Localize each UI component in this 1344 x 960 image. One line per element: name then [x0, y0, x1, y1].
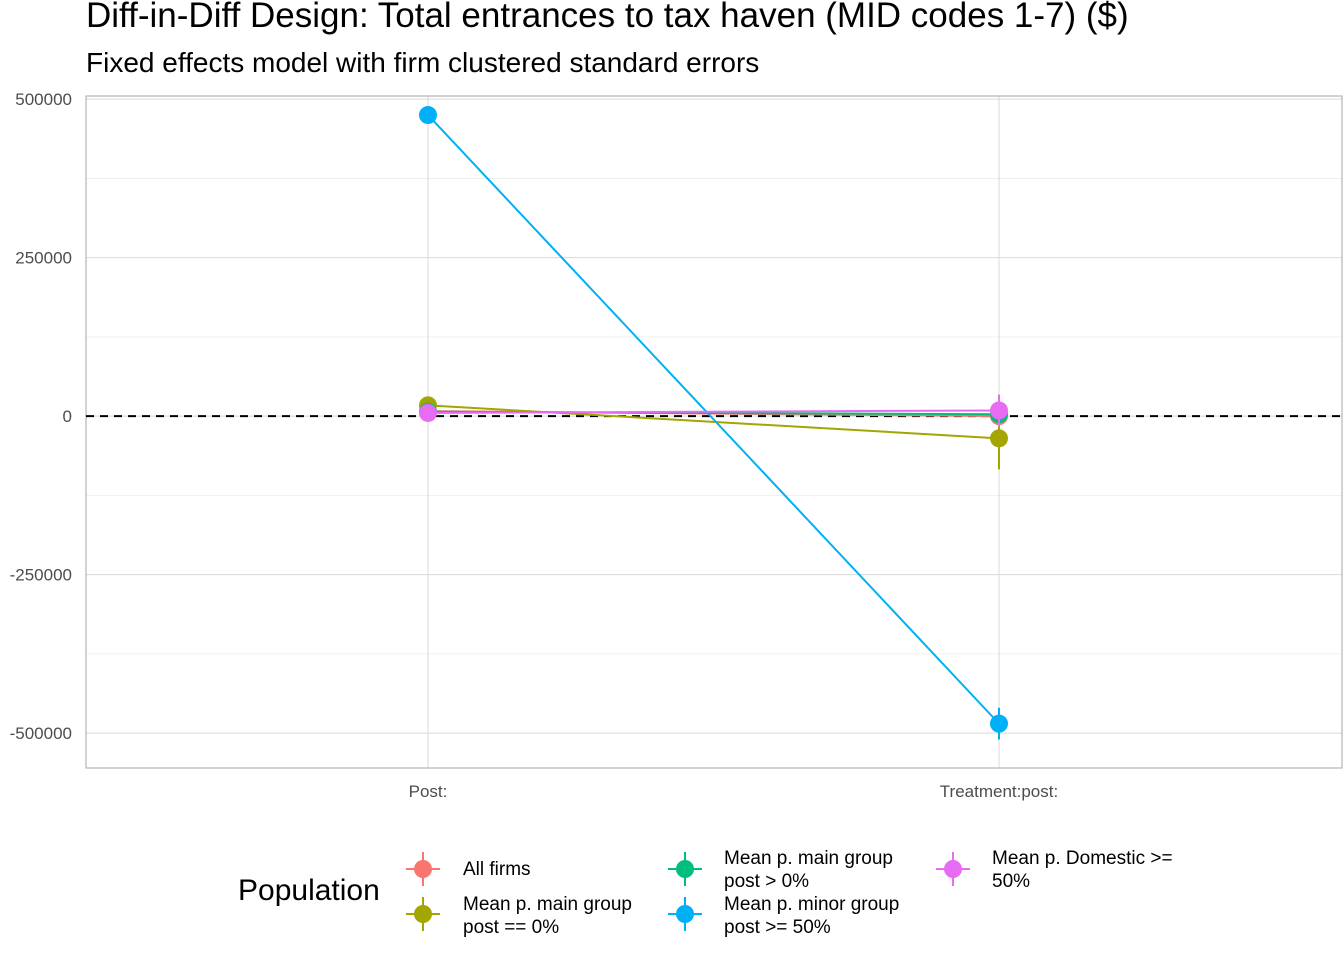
legend-key-0	[406, 852, 440, 886]
legend-key-point	[414, 860, 432, 878]
legend-key-2	[668, 852, 702, 886]
legend-label: Mean p. main group post > 0%	[724, 848, 893, 892]
chart-title: Diff-in-Diff Design: Total entrances to …	[86, 0, 1129, 35]
data-point	[990, 714, 1008, 733]
series-line	[427, 409, 1000, 414]
legend-key-point	[414, 905, 432, 923]
x-tick-label: Treatment:post:	[940, 782, 1058, 801]
series-4	[419, 394, 1008, 427]
legend-key-4	[936, 852, 970, 886]
legend-key-1	[406, 897, 440, 931]
y-tick-label: 0	[63, 407, 72, 426]
legend-label: Mean p. main group post == 0%	[463, 894, 632, 938]
data-point	[419, 106, 437, 125]
legend-key-point	[944, 860, 962, 878]
legend-key-point	[676, 860, 694, 878]
series-line	[427, 404, 1000, 440]
legend-label: All firms	[463, 859, 531, 880]
legend-key-3	[668, 897, 702, 931]
panel-border	[85, 95, 1343, 769]
y-tick-label: 500000	[15, 90, 72, 109]
series-1	[419, 396, 1008, 470]
series-line	[427, 114, 1000, 725]
data-point	[419, 403, 437, 422]
data-point	[990, 429, 1008, 448]
legend-label: Mean p. Domestic >= 50%	[992, 848, 1173, 892]
y-tick-label: -500000	[10, 724, 72, 743]
y-tick-label: 250000	[15, 249, 72, 268]
data-point	[990, 401, 1008, 420]
legend-title: Population	[238, 874, 380, 907]
series-3	[419, 106, 1008, 740]
chart-subtitle: Fixed effects model with firm clustered …	[86, 47, 760, 78]
y-tick-label: -250000	[10, 566, 72, 585]
x-tick-label: Post:	[409, 782, 448, 801]
legend-label: Mean p. minor group post >= 50%	[724, 894, 900, 938]
legend-key-point	[676, 905, 694, 923]
